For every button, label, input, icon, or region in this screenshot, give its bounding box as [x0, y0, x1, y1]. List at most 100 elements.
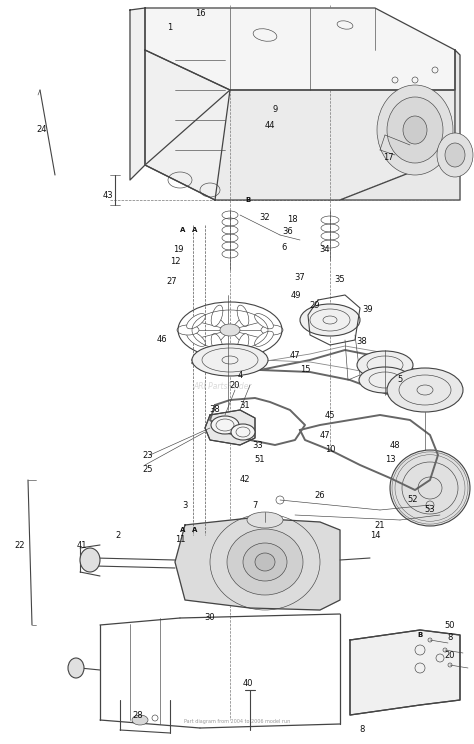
Text: A: A [180, 227, 186, 233]
Ellipse shape [231, 424, 255, 440]
Polygon shape [175, 518, 340, 610]
Text: 9: 9 [273, 106, 278, 115]
Ellipse shape [437, 133, 473, 177]
Text: 15: 15 [300, 365, 310, 374]
Text: 22: 22 [15, 540, 25, 550]
Ellipse shape [187, 313, 205, 329]
Text: 8: 8 [447, 633, 453, 643]
Ellipse shape [177, 325, 199, 335]
Ellipse shape [261, 325, 283, 335]
Text: 18: 18 [287, 216, 297, 225]
Ellipse shape [387, 368, 463, 412]
Text: 51: 51 [255, 455, 265, 464]
Ellipse shape [255, 553, 275, 571]
Ellipse shape [359, 367, 411, 393]
Text: 29: 29 [310, 301, 320, 310]
Text: 39: 39 [363, 306, 374, 315]
Polygon shape [145, 90, 455, 200]
Ellipse shape [68, 658, 84, 678]
Text: 44: 44 [265, 121, 275, 129]
Polygon shape [350, 630, 460, 715]
Ellipse shape [243, 543, 287, 581]
Text: 43: 43 [103, 190, 113, 199]
Text: 5: 5 [397, 376, 402, 385]
Text: 48: 48 [390, 440, 401, 449]
Text: 34: 34 [319, 246, 330, 254]
Ellipse shape [80, 548, 100, 572]
Text: 4: 4 [237, 371, 243, 379]
Text: 45: 45 [325, 411, 335, 420]
Text: A: A [192, 227, 198, 233]
Text: 47: 47 [319, 431, 330, 440]
Text: 53: 53 [425, 505, 435, 515]
Text: 28: 28 [133, 711, 143, 719]
Ellipse shape [211, 305, 223, 327]
Text: 14: 14 [370, 530, 380, 539]
Ellipse shape [255, 331, 273, 347]
Ellipse shape [132, 715, 148, 725]
Text: 30: 30 [205, 614, 215, 623]
Text: 32: 32 [260, 214, 270, 222]
Text: Part diagram from 2004 to 2006 model run: Part diagram from 2004 to 2006 model run [184, 719, 290, 724]
Text: 7: 7 [252, 501, 258, 510]
Text: A: A [192, 527, 198, 533]
Text: 3: 3 [182, 501, 188, 510]
Text: 33: 33 [253, 440, 264, 449]
Polygon shape [145, 50, 230, 200]
Text: 26: 26 [315, 490, 325, 499]
Text: 11: 11 [175, 536, 185, 545]
Text: 27: 27 [167, 278, 177, 286]
Text: 6: 6 [281, 243, 287, 252]
Ellipse shape [220, 324, 240, 336]
Text: 19: 19 [173, 246, 183, 254]
Ellipse shape [211, 416, 239, 434]
Ellipse shape [227, 529, 303, 595]
Ellipse shape [192, 344, 268, 376]
Text: 20: 20 [445, 650, 455, 659]
Text: 17: 17 [383, 153, 393, 162]
Ellipse shape [237, 305, 249, 327]
Ellipse shape [445, 143, 465, 167]
Ellipse shape [387, 97, 443, 163]
Polygon shape [205, 410, 255, 445]
Text: 52: 52 [408, 496, 418, 504]
Text: 2: 2 [115, 530, 120, 539]
Text: 1: 1 [167, 24, 173, 33]
Text: 25: 25 [143, 466, 153, 475]
Ellipse shape [377, 85, 453, 175]
Ellipse shape [300, 304, 360, 336]
Text: 23: 23 [143, 451, 153, 460]
Text: 36: 36 [283, 228, 293, 237]
Ellipse shape [247, 512, 283, 528]
Ellipse shape [211, 334, 223, 355]
Text: 38: 38 [210, 405, 220, 414]
Text: 46: 46 [157, 336, 167, 344]
Text: A: A [180, 527, 186, 533]
Polygon shape [340, 50, 460, 200]
Text: 20: 20 [230, 380, 240, 390]
Text: 50: 50 [445, 620, 455, 629]
Text: 24: 24 [37, 126, 47, 135]
Polygon shape [130, 8, 145, 180]
Ellipse shape [357, 351, 413, 379]
Text: 16: 16 [195, 10, 205, 19]
Text: B: B [418, 632, 423, 638]
Text: 41: 41 [77, 540, 87, 550]
Ellipse shape [403, 116, 427, 144]
Ellipse shape [237, 334, 249, 355]
Text: ARI PartsFinder: ARI PartsFinder [193, 382, 252, 391]
Ellipse shape [255, 313, 273, 329]
Text: 35: 35 [335, 275, 346, 284]
Text: 12: 12 [170, 257, 180, 266]
Text: 31: 31 [240, 400, 250, 409]
Text: 38: 38 [356, 338, 367, 347]
Text: 49: 49 [291, 290, 301, 300]
Polygon shape [145, 8, 455, 90]
Text: 47: 47 [290, 350, 301, 359]
Text: 8: 8 [359, 725, 365, 734]
Text: 37: 37 [295, 274, 305, 283]
Text: 40: 40 [243, 679, 253, 687]
Text: 10: 10 [325, 446, 335, 455]
Ellipse shape [390, 450, 470, 526]
Ellipse shape [187, 331, 205, 347]
